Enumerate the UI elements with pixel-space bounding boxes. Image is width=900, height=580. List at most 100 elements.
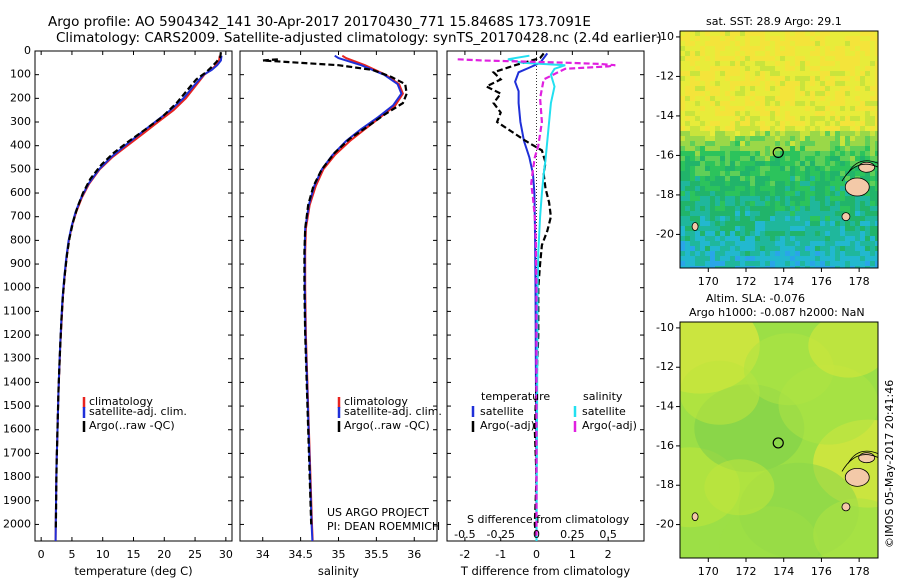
sst-cell [805, 136, 811, 142]
sst-cell [720, 146, 726, 152]
sst-cell [780, 146, 786, 152]
sst-cell [850, 196, 856, 202]
sst-cell [750, 71, 756, 77]
sst-cell [710, 141, 716, 147]
sst-cell [835, 251, 841, 257]
sst-cell [780, 216, 786, 222]
sst-cell [805, 81, 811, 87]
sst-cell [690, 116, 696, 122]
sst-cell [875, 36, 878, 42]
island [691, 512, 699, 522]
sst-cell [680, 186, 686, 192]
y-tick-label: 1600 [3, 423, 31, 436]
sst-cell [770, 216, 776, 222]
sst-cell [690, 231, 696, 237]
sst-cell [820, 196, 826, 202]
sst-cell [750, 246, 756, 252]
sst-cell [795, 236, 801, 242]
x-tick-label: 20 [157, 548, 171, 561]
sst-cell [830, 46, 836, 52]
sst-cell [715, 141, 721, 147]
sst-cell [835, 136, 841, 142]
plot-frame [446, 50, 645, 542]
difference-legend: temperature salinity satellite Argo(-adj… [471, 390, 637, 432]
sst-cell [715, 111, 721, 117]
sst-cell [780, 176, 786, 182]
sst-cell [760, 191, 766, 197]
x-tick-label: 34.5 [288, 548, 313, 561]
sst-cell [765, 196, 771, 202]
sst-cell [745, 36, 751, 42]
sst-cell [715, 251, 721, 257]
sst-cell [815, 196, 821, 202]
sst-cell [815, 46, 821, 52]
sst-cell [755, 241, 761, 247]
sst-cell [870, 136, 876, 142]
sst-cell [685, 91, 691, 97]
sst-cell [685, 161, 691, 167]
sst-cell [750, 211, 756, 217]
sst-cell [700, 236, 706, 242]
sst-cell [850, 81, 856, 87]
sst-cell [815, 86, 821, 92]
sst-cell [780, 166, 786, 172]
sst-cell [840, 191, 846, 197]
sst-cell [805, 186, 811, 192]
sst-cell [690, 146, 696, 152]
sst-cell [780, 86, 786, 92]
sst-cell [685, 121, 691, 127]
sst-cell [835, 191, 841, 197]
sst-cell [700, 121, 706, 127]
sst-cell [810, 31, 816, 37]
sst-cell [865, 171, 871, 177]
sst-cell [825, 101, 831, 107]
sst-cell [745, 236, 751, 242]
sst-cell [685, 41, 691, 47]
sst-cell [745, 171, 751, 177]
sst-cell [725, 121, 731, 127]
sst-cell [695, 116, 701, 122]
sst-cell [815, 256, 821, 262]
sst-cell [845, 36, 851, 42]
sst-cell [725, 241, 731, 247]
sst-cell [750, 216, 756, 222]
sst-cell [770, 151, 776, 157]
sst-cell [690, 61, 696, 67]
sst-cell [770, 176, 776, 182]
sst-cell [680, 181, 686, 187]
sst-cell [730, 221, 736, 227]
sst-cell [835, 156, 841, 162]
sst-cell [770, 106, 776, 112]
sst-cell [800, 156, 806, 162]
sst-cell [775, 31, 781, 37]
sst-cell [785, 256, 791, 262]
sst-cell [840, 146, 846, 152]
sst-cell [715, 126, 721, 132]
sst-cell [710, 96, 716, 102]
sst-cell [805, 51, 811, 57]
sst-cell [860, 36, 866, 42]
sst-cell [855, 171, 861, 177]
sst-cell [810, 121, 816, 127]
sst-cell [815, 261, 821, 267]
sst-cell [695, 206, 701, 212]
sst-cell [740, 136, 746, 142]
sst-cell [690, 161, 696, 167]
sst-cell [695, 96, 701, 102]
sst-cell [850, 146, 856, 152]
sst-cell [825, 31, 831, 37]
sst-cell [735, 221, 741, 227]
sst-cell [820, 261, 826, 267]
sst-cell [685, 156, 691, 162]
sst-cell [835, 96, 841, 102]
sst-cell [765, 61, 771, 67]
sst-cell [840, 106, 846, 112]
sst-cell [760, 236, 766, 242]
sst-cell [875, 121, 878, 127]
sst-cell [710, 156, 716, 162]
sst-cell [790, 71, 796, 77]
sst-cell [865, 71, 871, 77]
sst-cell [795, 191, 801, 197]
sst-cell [735, 226, 741, 232]
